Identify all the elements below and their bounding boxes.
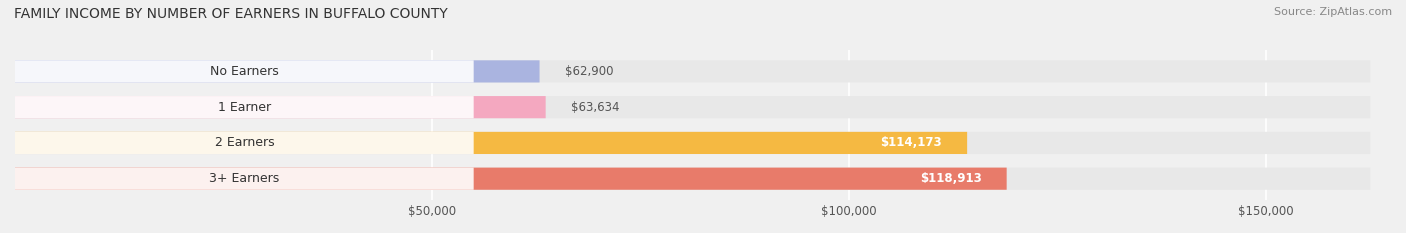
FancyBboxPatch shape xyxy=(15,168,1371,190)
Text: 3+ Earners: 3+ Earners xyxy=(209,172,280,185)
Text: 1 Earner: 1 Earner xyxy=(218,101,271,114)
FancyBboxPatch shape xyxy=(15,96,474,118)
FancyBboxPatch shape xyxy=(15,96,546,118)
Text: Source: ZipAtlas.com: Source: ZipAtlas.com xyxy=(1274,7,1392,17)
FancyBboxPatch shape xyxy=(15,168,474,190)
Text: $63,634: $63,634 xyxy=(571,101,619,114)
FancyBboxPatch shape xyxy=(15,60,540,82)
Text: $118,913: $118,913 xyxy=(920,172,981,185)
Text: $114,173: $114,173 xyxy=(880,137,942,149)
FancyBboxPatch shape xyxy=(15,96,1371,118)
FancyBboxPatch shape xyxy=(15,60,1371,82)
FancyBboxPatch shape xyxy=(15,132,474,154)
FancyBboxPatch shape xyxy=(15,132,967,154)
FancyBboxPatch shape xyxy=(15,132,1371,154)
Text: FAMILY INCOME BY NUMBER OF EARNERS IN BUFFALO COUNTY: FAMILY INCOME BY NUMBER OF EARNERS IN BU… xyxy=(14,7,447,21)
FancyBboxPatch shape xyxy=(15,60,474,82)
Text: No Earners: No Earners xyxy=(209,65,278,78)
Text: $62,900: $62,900 xyxy=(565,65,613,78)
FancyBboxPatch shape xyxy=(15,168,1007,190)
Text: 2 Earners: 2 Earners xyxy=(215,137,274,149)
